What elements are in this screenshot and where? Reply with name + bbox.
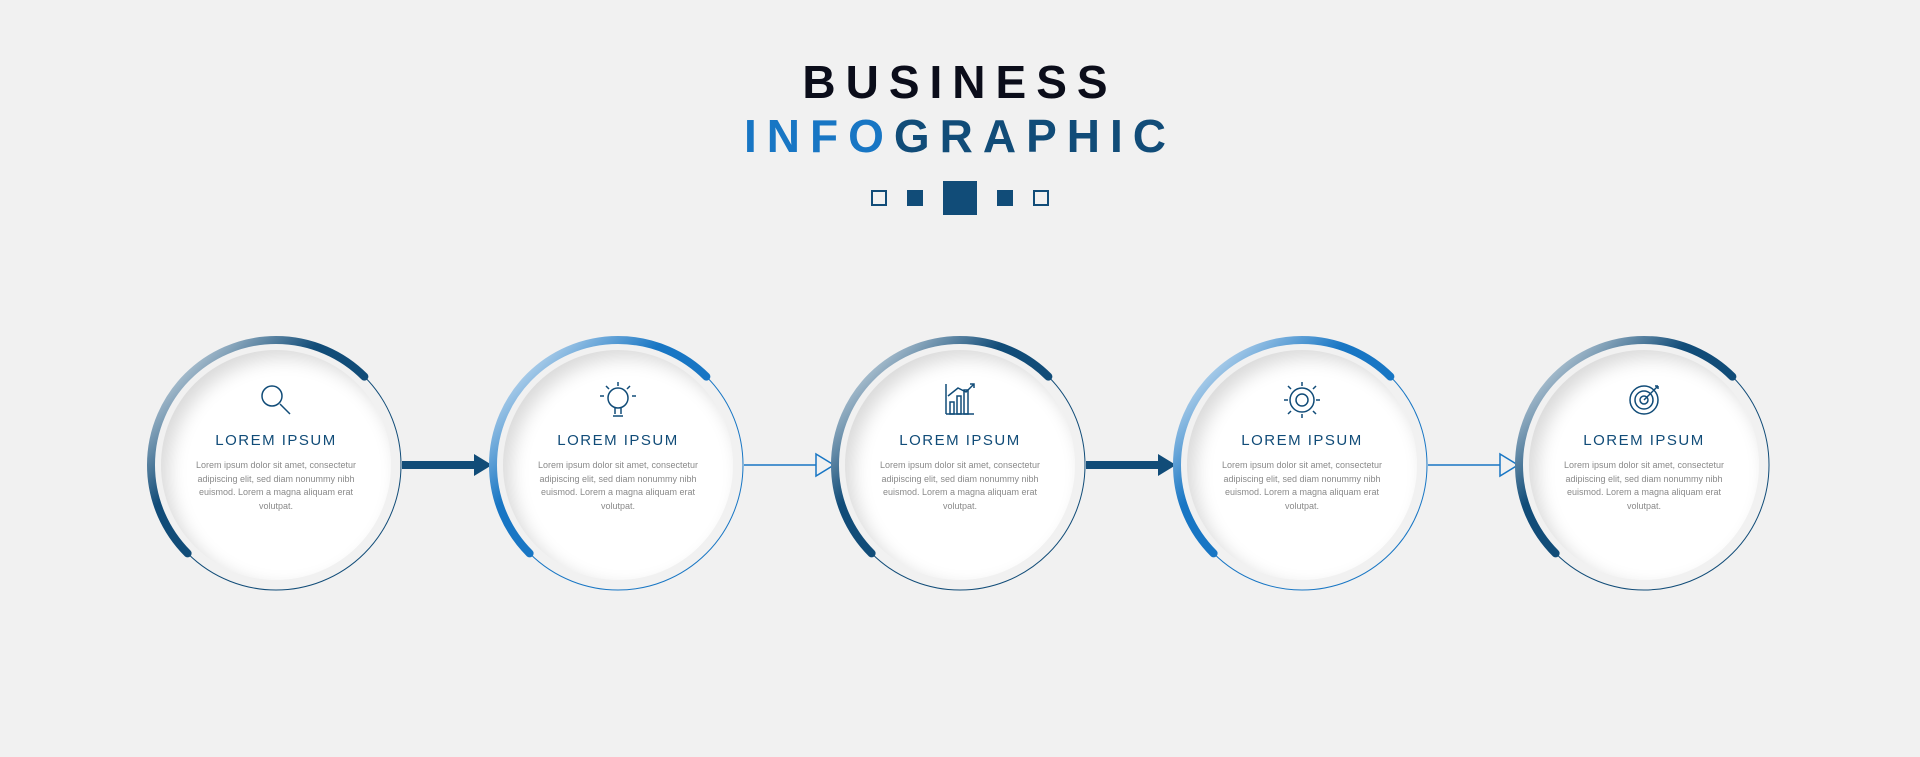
arrow-connector — [744, 445, 834, 485]
step-3: LOREM IPSUM Lorem ipsum dolor sit amet, … — [830, 335, 1090, 595]
steps-row: LOREM IPSUM Lorem ipsum dolor sit amet, … — [146, 335, 1774, 595]
step-body: Lorem ipsum dolor sit amet, consectetur … — [845, 459, 1075, 513]
decor-square-solid — [997, 190, 1013, 206]
step-disc: LOREM IPSUM Lorem ipsum dolor sit amet, … — [845, 350, 1075, 580]
decor-square-solid — [907, 190, 923, 206]
step-body: Lorem ipsum dolor sit amet, consectetur … — [1529, 459, 1759, 513]
title-dark: GRAPHIC — [894, 110, 1176, 162]
step-4: LOREM IPSUM Lorem ipsum dolor sit amet, … — [1172, 335, 1432, 595]
step-title: LOREM IPSUM — [899, 432, 1021, 449]
decor-square-center — [943, 181, 977, 215]
step-disc: LOREM IPSUM Lorem ipsum dolor sit amet, … — [503, 350, 733, 580]
title-line-2: INFOGRAPHIC — [744, 109, 1176, 163]
arrow-connector — [1086, 445, 1176, 485]
heading: BUSINESS INFOGRAPHIC — [744, 55, 1176, 215]
title-accent: INFO — [744, 110, 894, 162]
step-5: LOREM IPSUM Lorem ipsum dolor sit amet, … — [1514, 335, 1774, 595]
decor-square-outline — [1033, 190, 1049, 206]
magnifier-icon — [256, 378, 296, 422]
gear-icon — [1282, 378, 1322, 422]
step-title: LOREM IPSUM — [1583, 432, 1705, 449]
step-1: LOREM IPSUM Lorem ipsum dolor sit amet, … — [146, 335, 406, 595]
arrow-connector — [402, 445, 492, 485]
title-line-1: BUSINESS — [744, 55, 1176, 109]
target-icon — [1624, 378, 1664, 422]
step-body: Lorem ipsum dolor sit amet, consectetur … — [1187, 459, 1417, 513]
step-body: Lorem ipsum dolor sit amet, consectetur … — [503, 459, 733, 513]
bulb-icon — [598, 378, 638, 422]
chart-icon — [940, 378, 980, 422]
step-title: LOREM IPSUM — [1241, 432, 1363, 449]
arrow-connector — [1428, 445, 1518, 485]
step-body: Lorem ipsum dolor sit amet, consectetur … — [161, 459, 391, 513]
title-decor — [744, 181, 1176, 215]
step-title: LOREM IPSUM — [557, 432, 679, 449]
step-disc: LOREM IPSUM Lorem ipsum dolor sit amet, … — [161, 350, 391, 580]
step-2: LOREM IPSUM Lorem ipsum dolor sit amet, … — [488, 335, 748, 595]
step-disc: LOREM IPSUM Lorem ipsum dolor sit amet, … — [1187, 350, 1417, 580]
step-disc: LOREM IPSUM Lorem ipsum dolor sit amet, … — [1529, 350, 1759, 580]
decor-square-outline — [871, 190, 887, 206]
step-title: LOREM IPSUM — [215, 432, 337, 449]
